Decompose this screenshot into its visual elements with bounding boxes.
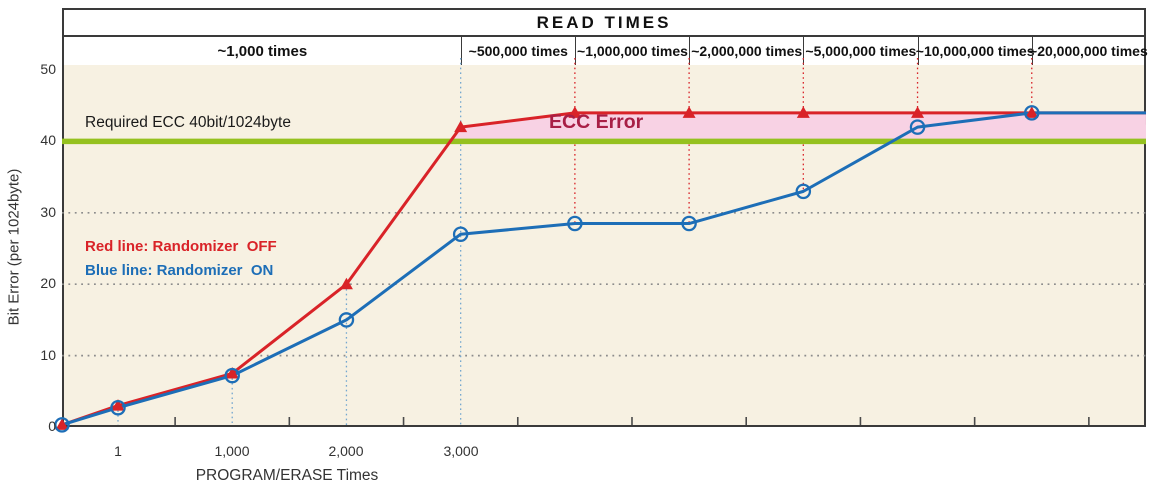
required-ecc-label: Required ECC 40bit/1024byte <box>85 114 291 131</box>
read-times-col-10m: ~10,000,000 times <box>916 37 1035 65</box>
legend-randomizer-on: Blue line: Randomizer ON <box>85 262 274 279</box>
read-times-col-2m: ~2,000,000 times <box>689 37 803 65</box>
y-tick-0: 0 <box>48 418 56 434</box>
x-axis-title: PROGRAM/ERASE Times <box>195 467 379 484</box>
read-times-col-20m: ~20,000,000 times <box>1029 37 1148 65</box>
y-tick-50: 50 <box>40 61 56 77</box>
chart-title-bar: READ TIMES <box>64 10 1144 37</box>
x-tick-3000: 3,000 <box>443 443 479 459</box>
y-axis-title: Bit Error (per 1024byte) <box>5 168 23 326</box>
ecc-error-label: ECC Error <box>549 111 644 133</box>
read-times-col-5m: ~5,000,000 times <box>803 37 917 65</box>
x-tick-2000: 2,000 <box>328 443 364 459</box>
legend-randomizer-off: Red line: Randomizer OFF <box>85 238 277 255</box>
x-tick-1000: 1,000 <box>214 443 250 459</box>
read-times-col-1000: ~1,000 times <box>217 42 308 60</box>
read-times-header: ~1,000 times ~500,000 times ~1,000,000 t… <box>64 37 1148 67</box>
y-tick-40: 40 <box>40 132 56 148</box>
y-tick-10: 10 <box>40 347 56 363</box>
y-tick-20: 20 <box>40 275 56 291</box>
read-times-col-1m: ~1,000,000 times <box>574 37 689 65</box>
chart-title: READ TIMES <box>536 12 672 32</box>
chart-frame: READ TIMES ~1,000 times ~500,000 times ~… <box>62 8 1148 427</box>
x-tick-1: 1 <box>114 443 122 459</box>
y-tick-30: 30 <box>40 204 56 220</box>
read-times-col-500k: ~500,000 times <box>460 37 575 65</box>
